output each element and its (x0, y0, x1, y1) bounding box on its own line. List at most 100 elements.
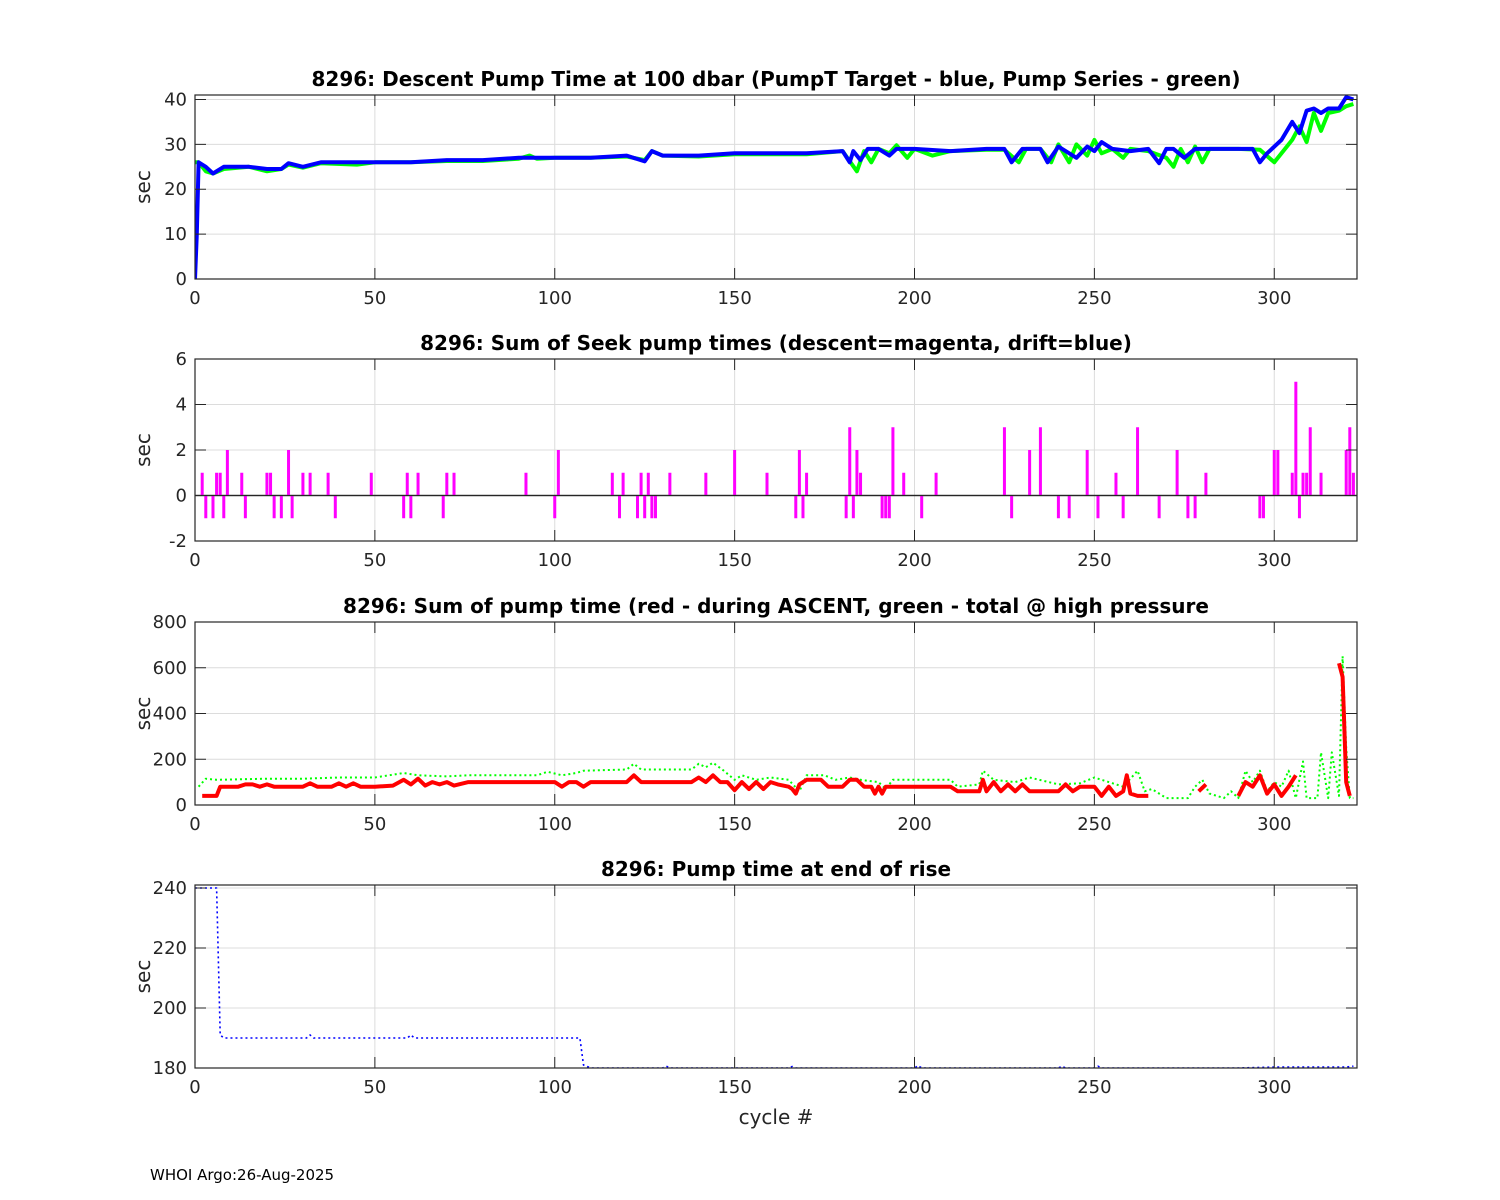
series-line-pumpt-target (195, 95, 1355, 279)
y-tick-label: 220 (153, 938, 187, 959)
chart-title: 8296: Sum of Seek pump times (descent=ma… (420, 331, 1132, 355)
y-tick-label: -2 (169, 531, 187, 552)
bar-descent (287, 450, 291, 496)
y-axis-label: sec (131, 170, 155, 204)
x-tick-label: 100 (538, 550, 572, 571)
bar-descent (1272, 450, 1276, 496)
x-tick-label: 100 (538, 288, 572, 309)
bar-descent (668, 472, 672, 496)
bar-descent (855, 450, 859, 496)
bar-descent (1290, 472, 1294, 496)
x-tick-label: 250 (1077, 1077, 1111, 1098)
y-tick-label: 0 (176, 486, 187, 507)
bar-descent (553, 495, 557, 519)
bar-descent (704, 472, 708, 496)
y-tick-label: 800 (153, 612, 187, 633)
bar-descent (1348, 427, 1352, 496)
x-tick-label: 0 (189, 814, 200, 835)
y-tick-label: 0 (176, 795, 187, 816)
bar-descent (1204, 472, 1208, 496)
y-tick-label: 4 (176, 395, 187, 416)
bar-descent (1067, 495, 1071, 519)
bar-descent (269, 472, 273, 496)
bar-descent (801, 495, 805, 519)
bar-descent (639, 472, 643, 496)
bar-descent (441, 495, 445, 519)
plot-area (195, 381, 1357, 519)
bar-descent (1028, 450, 1032, 496)
y-tick-label: 30 (164, 134, 187, 155)
x-tick-label: 50 (363, 288, 386, 309)
footer-credit: WHOI Argo:26-Aug-2025 (150, 1166, 335, 1184)
bar-descent (1319, 472, 1323, 496)
subplot-4: 0 50 100 150 200 250 300 180 200 220 240 8296: Pump… (131, 857, 1358, 1129)
x-tick-label: 200 (897, 288, 931, 309)
bar-descent (653, 495, 657, 519)
x-tick-label: 300 (1257, 814, 1291, 835)
bar-descent (524, 472, 528, 496)
x-tick-label: 0 (189, 1077, 200, 1098)
x-tick-label: 50 (363, 1077, 386, 1098)
chart-title: 8296: Sum of pump time (red - during ASC… (343, 594, 1209, 618)
bar-descent (848, 427, 852, 496)
series-line-during-ascent (1337, 662, 1352, 797)
bar-descent (326, 472, 330, 496)
bar-descent (880, 495, 884, 519)
bar-descent (1175, 450, 1179, 496)
bar-descent (1193, 495, 1197, 519)
x-tick-label: 50 (363, 550, 386, 571)
x-tick-label: 250 (1077, 288, 1111, 309)
bar-descent (934, 472, 938, 496)
bar-descent (1085, 450, 1089, 496)
y-axis-label: sec (131, 433, 155, 467)
bar-descent (920, 495, 924, 519)
y-tick-label: 240 (153, 878, 187, 899)
x-tick-label: 150 (717, 1077, 751, 1098)
axes-box (194, 884, 1358, 1069)
y-tick-label: 200 (153, 749, 187, 770)
x-tick-label: 150 (717, 550, 751, 571)
bar-descent (1186, 495, 1190, 519)
bar-descent (290, 495, 294, 519)
bar-descent (333, 495, 337, 519)
bar-descent (887, 495, 891, 519)
bar-descent (1297, 495, 1301, 519)
y-tick-label: 40 (164, 89, 187, 110)
bar-descent (1114, 472, 1118, 496)
x-tick-label: 100 (538, 814, 572, 835)
bar-descent (1258, 495, 1262, 519)
bar-descent (204, 495, 208, 519)
bar-descent (794, 495, 798, 519)
x-tick-label: 250 (1077, 550, 1111, 571)
x-tick-label: 100 (538, 1077, 572, 1098)
bar-descent (765, 472, 769, 496)
y-tick-label: 200 (153, 998, 187, 1019)
bar-descent (402, 495, 406, 519)
bar-descent (844, 495, 848, 519)
bar-descent (243, 495, 247, 519)
x-tick-label: 300 (1257, 1077, 1291, 1098)
bar-descent (650, 495, 654, 519)
x-tick-label: 50 (363, 814, 386, 835)
x-tick-label: 300 (1257, 288, 1291, 309)
bar-descent (1010, 495, 1014, 519)
bar-descent (218, 472, 222, 496)
y-tick-label: 6 (176, 349, 187, 370)
bar-descent (1294, 381, 1298, 496)
x-tick-label: 200 (897, 1077, 931, 1098)
bar-descent (369, 472, 373, 496)
bar-descent (1301, 472, 1305, 496)
bar-descent (859, 472, 863, 496)
plot-area (195, 95, 1355, 279)
chart-title: 8296: Pump time at end of rise (601, 857, 951, 881)
y-tick-label: 0 (176, 269, 187, 290)
bar-descent (1157, 495, 1161, 519)
y-tick-label: 600 (153, 658, 187, 679)
bar-descent (733, 450, 737, 496)
bar-descent (1136, 427, 1140, 496)
chart-title: 8296: Descent Pump Time at 100 dbar (Pum… (312, 67, 1241, 91)
bar-descent (215, 472, 219, 496)
x-tick-label: 250 (1077, 814, 1111, 835)
series-line-during-ascent (1197, 782, 1208, 793)
